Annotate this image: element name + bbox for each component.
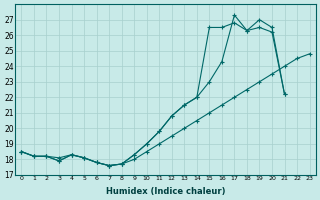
X-axis label: Humidex (Indice chaleur): Humidex (Indice chaleur): [106, 187, 225, 196]
